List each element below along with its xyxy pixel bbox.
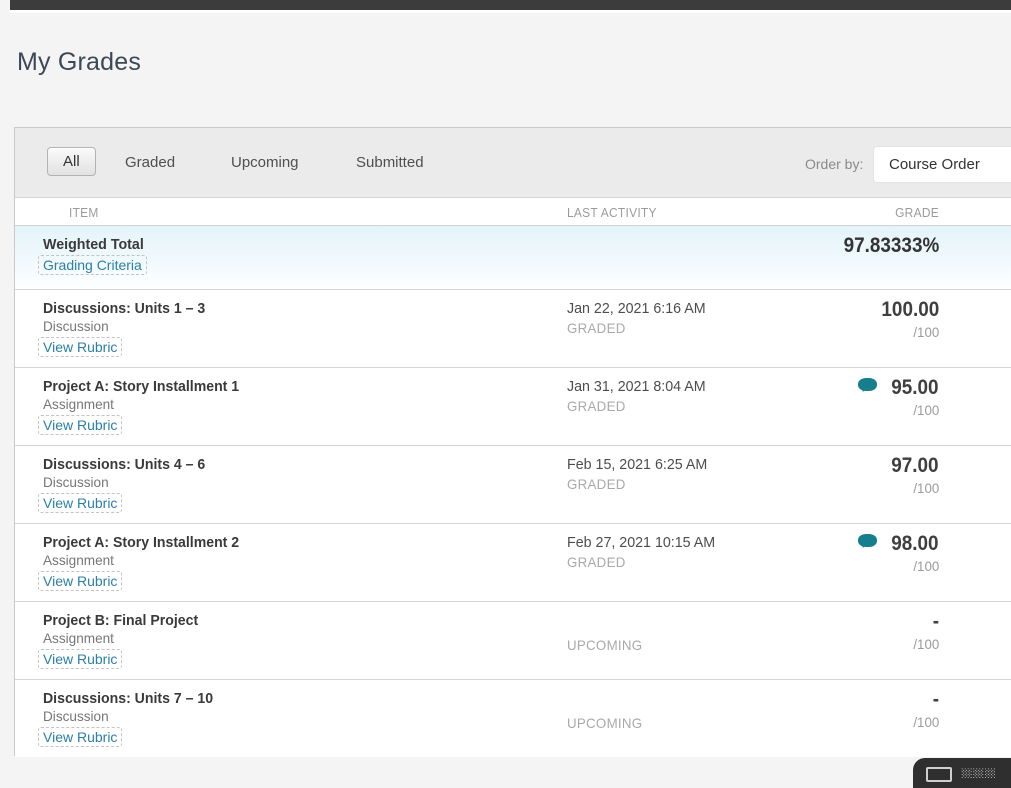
grade-denominator: /100	[913, 324, 939, 340]
tab-all[interactable]: All	[47, 147, 96, 176]
weighted-total-grade: 97.83333%	[843, 234, 939, 257]
item-type: Assignment	[43, 630, 114, 646]
view-rubric-link[interactable]: View Rubric	[38, 415, 123, 435]
grade-cell: 95.00 /100	[715, 376, 939, 420]
item-title: Project A: Story Installment 2	[43, 534, 240, 551]
table-header-row: ITEM LAST ACTIVITY GRADE	[15, 198, 1011, 226]
my-grades-panel: All Graded Upcoming Submitted Order by: …	[14, 127, 1011, 757]
view-rubric-link[interactable]: View Rubric	[38, 337, 123, 357]
activity-status: UPCOMING	[567, 715, 643, 731]
grade-value: 100.00	[881, 298, 939, 321]
table-row: Project A: Story Installment 1 Assignmen…	[15, 367, 1011, 445]
grade-cell: 100.00 /100	[715, 298, 939, 342]
view-rubric-link[interactable]: View Rubric	[38, 649, 123, 669]
view-rubric-link[interactable]: View Rubric	[38, 571, 123, 591]
last-activity-cell: Jan 31, 2021 8:04 AM GRADED	[567, 378, 713, 414]
activity-status: GRADED	[567, 320, 626, 336]
item-title: Project B: Final Project	[43, 612, 199, 629]
activity-status: GRADED	[567, 554, 626, 570]
table-row: Discussions: Units 7 – 10 Discussion Vie…	[15, 679, 1011, 757]
grade-denominator: /100	[913, 480, 939, 496]
tab-submitted[interactable]: Submitted	[356, 154, 424, 171]
chrome-divider	[10, 10, 1011, 13]
item-title: Discussions: Units 7 – 10	[43, 690, 214, 707]
grade-denominator: /100	[913, 558, 939, 574]
activity-date: Feb 27, 2021 10:15 AM	[567, 534, 716, 551]
tab-graded[interactable]: Graded	[125, 154, 176, 171]
order-by-select[interactable]: Course Order	[873, 146, 1011, 183]
column-header-last-activity: LAST ACTIVITY	[567, 205, 657, 220]
grade-denominator: /100	[913, 714, 939, 730]
grade-value: -	[932, 610, 939, 633]
item-cell: Project A: Story Installment 2 Assignmen…	[38, 534, 252, 591]
activity-date: Jan 22, 2021 6:16 AM	[567, 300, 706, 317]
activity-date: Feb 15, 2021 6:25 AM	[567, 456, 708, 473]
grade-cell: 97.00 /100	[715, 454, 939, 498]
item-type: Discussion	[43, 474, 109, 490]
grade-cell: 98.00 /100	[715, 532, 939, 576]
activity-status: UPCOMING	[567, 637, 643, 653]
item-type: Assignment	[43, 552, 114, 568]
widget-label-partial: ░░░	[961, 768, 996, 778]
last-activity-cell: Jan 22, 2021 6:16 AM GRADED	[567, 300, 713, 336]
table-row: Discussions: Units 1 – 3 Discussion View…	[15, 289, 1011, 367]
grade-rows: Discussions: Units 1 – 3 Discussion View…	[15, 289, 1011, 757]
item-title: Project A: Story Installment 1	[43, 378, 240, 395]
grade-value: 95.00	[891, 376, 939, 399]
weighted-total-title: Weighted Total	[43, 236, 144, 253]
item-type: Discussion	[43, 318, 109, 334]
item-cell: Project B: Final Project Assignment View…	[38, 612, 208, 669]
weighted-total-row: Weighted Total Grading Criteria 97.83333…	[15, 226, 1011, 289]
grade-value: 98.00	[891, 532, 939, 555]
screen-icon	[926, 767, 952, 782]
comment-bubble-icon[interactable]	[858, 534, 878, 548]
grade-value: 97.00	[891, 454, 939, 477]
last-activity-cell: Feb 27, 2021 10:15 AM GRADED	[567, 534, 723, 570]
browser-chrome-bar	[10, 0, 1011, 10]
grade-denominator: /100	[913, 636, 939, 652]
item-type: Discussion	[43, 708, 109, 724]
item-title: Discussions: Units 1 – 3	[43, 300, 206, 317]
grade-cell: - /100	[715, 688, 939, 732]
grade-denominator: /100	[913, 402, 939, 418]
view-rubric-link[interactable]: View Rubric	[38, 493, 123, 513]
item-title: Discussions: Units 4 – 6	[43, 456, 206, 473]
tab-upcoming[interactable]: Upcoming	[231, 154, 299, 171]
table-row: Discussions: Units 4 – 6 Discussion View…	[15, 445, 1011, 523]
column-header-grade: GRADE	[895, 205, 939, 220]
filter-tabstrip: All Graded Upcoming Submitted Order by: …	[15, 128, 1011, 198]
table-row: Project A: Story Installment 2 Assignmen…	[15, 523, 1011, 601]
activity-status: GRADED	[567, 476, 626, 492]
grade-cell: - /100	[715, 610, 939, 654]
item-cell: Discussions: Units 7 – 10 Discussion Vie…	[38, 690, 224, 747]
item-cell: Discussions: Units 4 – 6 Discussion View…	[38, 456, 216, 513]
last-activity-cell: UPCOMING	[567, 612, 646, 653]
weighted-total-cell: Weighted Total Grading Criteria	[38, 236, 149, 275]
comment-bubble-icon[interactable]	[858, 378, 878, 392]
cut-off-corner-widget[interactable]: ░░░	[913, 758, 1011, 788]
item-cell: Project A: Story Installment 1 Assignmen…	[38, 378, 252, 435]
order-by-label: Order by:	[805, 156, 864, 172]
activity-date: Jan 31, 2021 8:04 AM	[567, 378, 706, 395]
grade-value: -	[932, 688, 939, 711]
grading-criteria-link[interactable]: Grading Criteria	[38, 255, 147, 275]
page-title: My Grades	[17, 48, 142, 76]
column-header-item: ITEM	[69, 205, 99, 220]
last-activity-cell: UPCOMING	[567, 690, 646, 731]
activity-status: GRADED	[567, 398, 626, 414]
item-cell: Discussions: Units 1 – 3 Discussion View…	[38, 300, 216, 357]
view-rubric-link[interactable]: View Rubric	[38, 727, 123, 747]
weighted-total-grade-cell: 97.83333%	[715, 234, 939, 258]
item-type: Assignment	[43, 396, 114, 412]
table-row: Project B: Final Project Assignment View…	[15, 601, 1011, 679]
last-activity-cell: Feb 15, 2021 6:25 AM GRADED	[567, 456, 715, 492]
